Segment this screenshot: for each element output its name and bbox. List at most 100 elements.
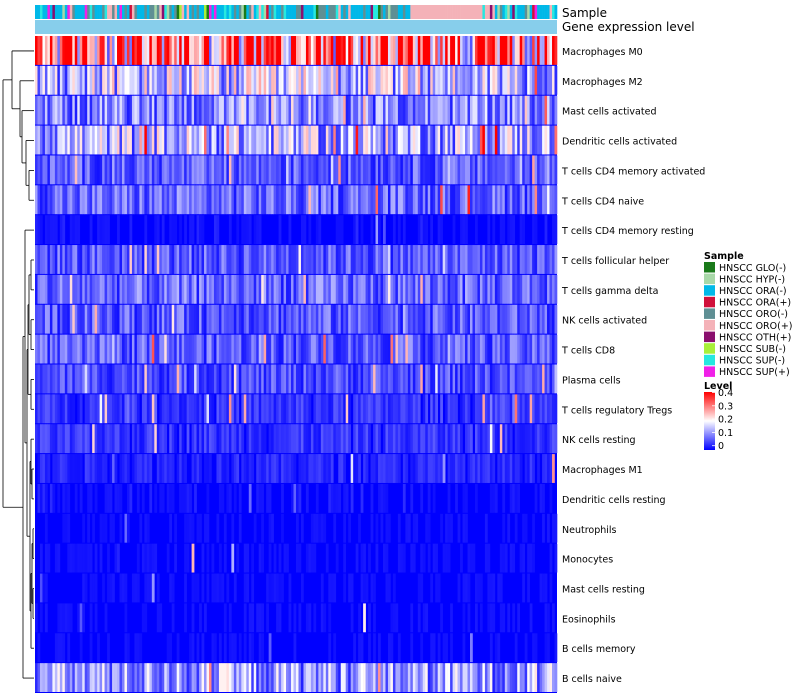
heatmap-cell <box>542 95 545 125</box>
heatmap-cell <box>104 483 108 513</box>
sample-track-cell <box>186 5 190 19</box>
heatmap-cell <box>288 304 292 334</box>
heatmap-cell <box>395 185 399 215</box>
heatmap-cell <box>425 513 429 543</box>
heatmap-cell <box>554 125 558 155</box>
heatmap-cell <box>218 483 222 513</box>
heatmap-cell <box>497 633 501 663</box>
heatmap-cell <box>410 125 414 155</box>
heatmap-cell <box>166 394 170 424</box>
heatmap-cell <box>296 364 299 394</box>
heatmap-cell <box>514 633 518 663</box>
heatmap-cell <box>141 185 145 215</box>
heatmap-cell <box>467 65 471 95</box>
heatmap-cell <box>57 95 61 125</box>
heatmap-cell <box>474 364 478 394</box>
heatmap-cell <box>213 95 217 125</box>
heatmap-cell <box>358 304 361 334</box>
heatmap-row <box>35 663 558 692</box>
heatmap-cell <box>271 394 274 424</box>
sample-track-cell <box>504 5 508 19</box>
heatmap-cell <box>298 95 302 125</box>
heatmap-cell <box>477 155 481 185</box>
heatmap-cell <box>258 424 262 454</box>
heatmap-cell <box>77 125 81 155</box>
heatmap-cell <box>447 65 451 95</box>
heatmap-cell <box>186 155 190 185</box>
heatmap-cell <box>387 304 391 334</box>
heatmap-cell <box>330 304 334 334</box>
heatmap-cell <box>126 483 130 513</box>
heatmap-cell <box>343 304 347 334</box>
heatmap-cell <box>417 573 421 603</box>
heatmap-cell <box>139 95 143 125</box>
sample-track-cell <box>534 5 538 19</box>
heatmap-cell <box>266 155 269 185</box>
heatmap-cell <box>365 125 369 155</box>
heatmap-cell <box>315 65 319 95</box>
heatmap-cell <box>430 95 434 125</box>
heatmap-cell <box>119 185 123 215</box>
heatmap-cell <box>69 245 73 274</box>
heatmap-cell <box>261 394 264 424</box>
heatmap-cell <box>397 334 401 364</box>
heatmap-cell <box>112 364 115 394</box>
heatmap-cell <box>489 364 493 394</box>
heatmap-cell <box>209 36 212 65</box>
heatmap-cell <box>487 155 491 185</box>
heatmap-cell <box>104 155 108 185</box>
heatmap-cell <box>452 185 456 215</box>
heatmap-cell <box>213 65 217 95</box>
heatmap-cell <box>303 274 307 304</box>
heatmap-cell <box>544 424 548 454</box>
heatmap-cell <box>72 245 76 274</box>
heatmap-cell <box>375 513 379 543</box>
heatmap-cell <box>238 633 242 663</box>
sample-track-cell <box>509 5 513 19</box>
row-label: Dendritic cells resting <box>562 495 666 506</box>
heatmap-cell <box>323 274 327 304</box>
heatmap-cell <box>226 125 230 155</box>
heatmap-cell <box>387 424 391 454</box>
heatmap-cell <box>532 274 535 304</box>
heatmap-cell <box>370 573 374 603</box>
heatmap-cell <box>159 155 163 185</box>
heatmap-cell <box>547 36 550 65</box>
heatmap-cell <box>253 95 257 125</box>
heatmap-cell <box>84 663 88 692</box>
heatmap-cell <box>375 334 379 364</box>
heatmap-cell <box>164 304 168 334</box>
heatmap-cell <box>223 185 227 215</box>
heatmap-cell <box>136 65 140 95</box>
heatmap-cell <box>474 185 478 215</box>
heatmap-cell <box>191 185 195 215</box>
heatmap-cell <box>89 215 93 245</box>
heatmap-cell <box>223 663 227 692</box>
heatmap-cell <box>154 483 158 513</box>
sample-track-cell <box>112 5 115 19</box>
heatmap-cell <box>99 65 103 95</box>
heatmap-cell <box>430 573 434 603</box>
heatmap-cell <box>343 245 347 274</box>
heatmap-cell <box>325 454 329 483</box>
heatmap-cell <box>293 633 297 663</box>
heatmap-cell <box>519 215 523 245</box>
heatmap-cell <box>146 543 150 573</box>
heatmap-cell <box>305 424 309 454</box>
heatmap-row <box>35 424 558 454</box>
heatmap-cell <box>211 633 215 663</box>
heatmap-cell <box>131 304 135 334</box>
heatmap-cell <box>392 424 396 454</box>
row-label: T cells gamma delta <box>561 286 658 297</box>
heatmap-cell <box>154 215 158 245</box>
sample-track-cell <box>517 5 521 19</box>
heatmap-cell <box>315 424 319 454</box>
heatmap-cell <box>293 364 297 394</box>
heatmap-cell <box>529 394 533 424</box>
heatmap-cell <box>502 454 506 483</box>
heatmap-cell <box>489 663 493 692</box>
heatmap-cell <box>487 334 491 364</box>
row-label: B cells naive <box>562 674 622 685</box>
heatmap-cell <box>276 274 279 304</box>
heatmap-cell <box>156 125 160 155</box>
